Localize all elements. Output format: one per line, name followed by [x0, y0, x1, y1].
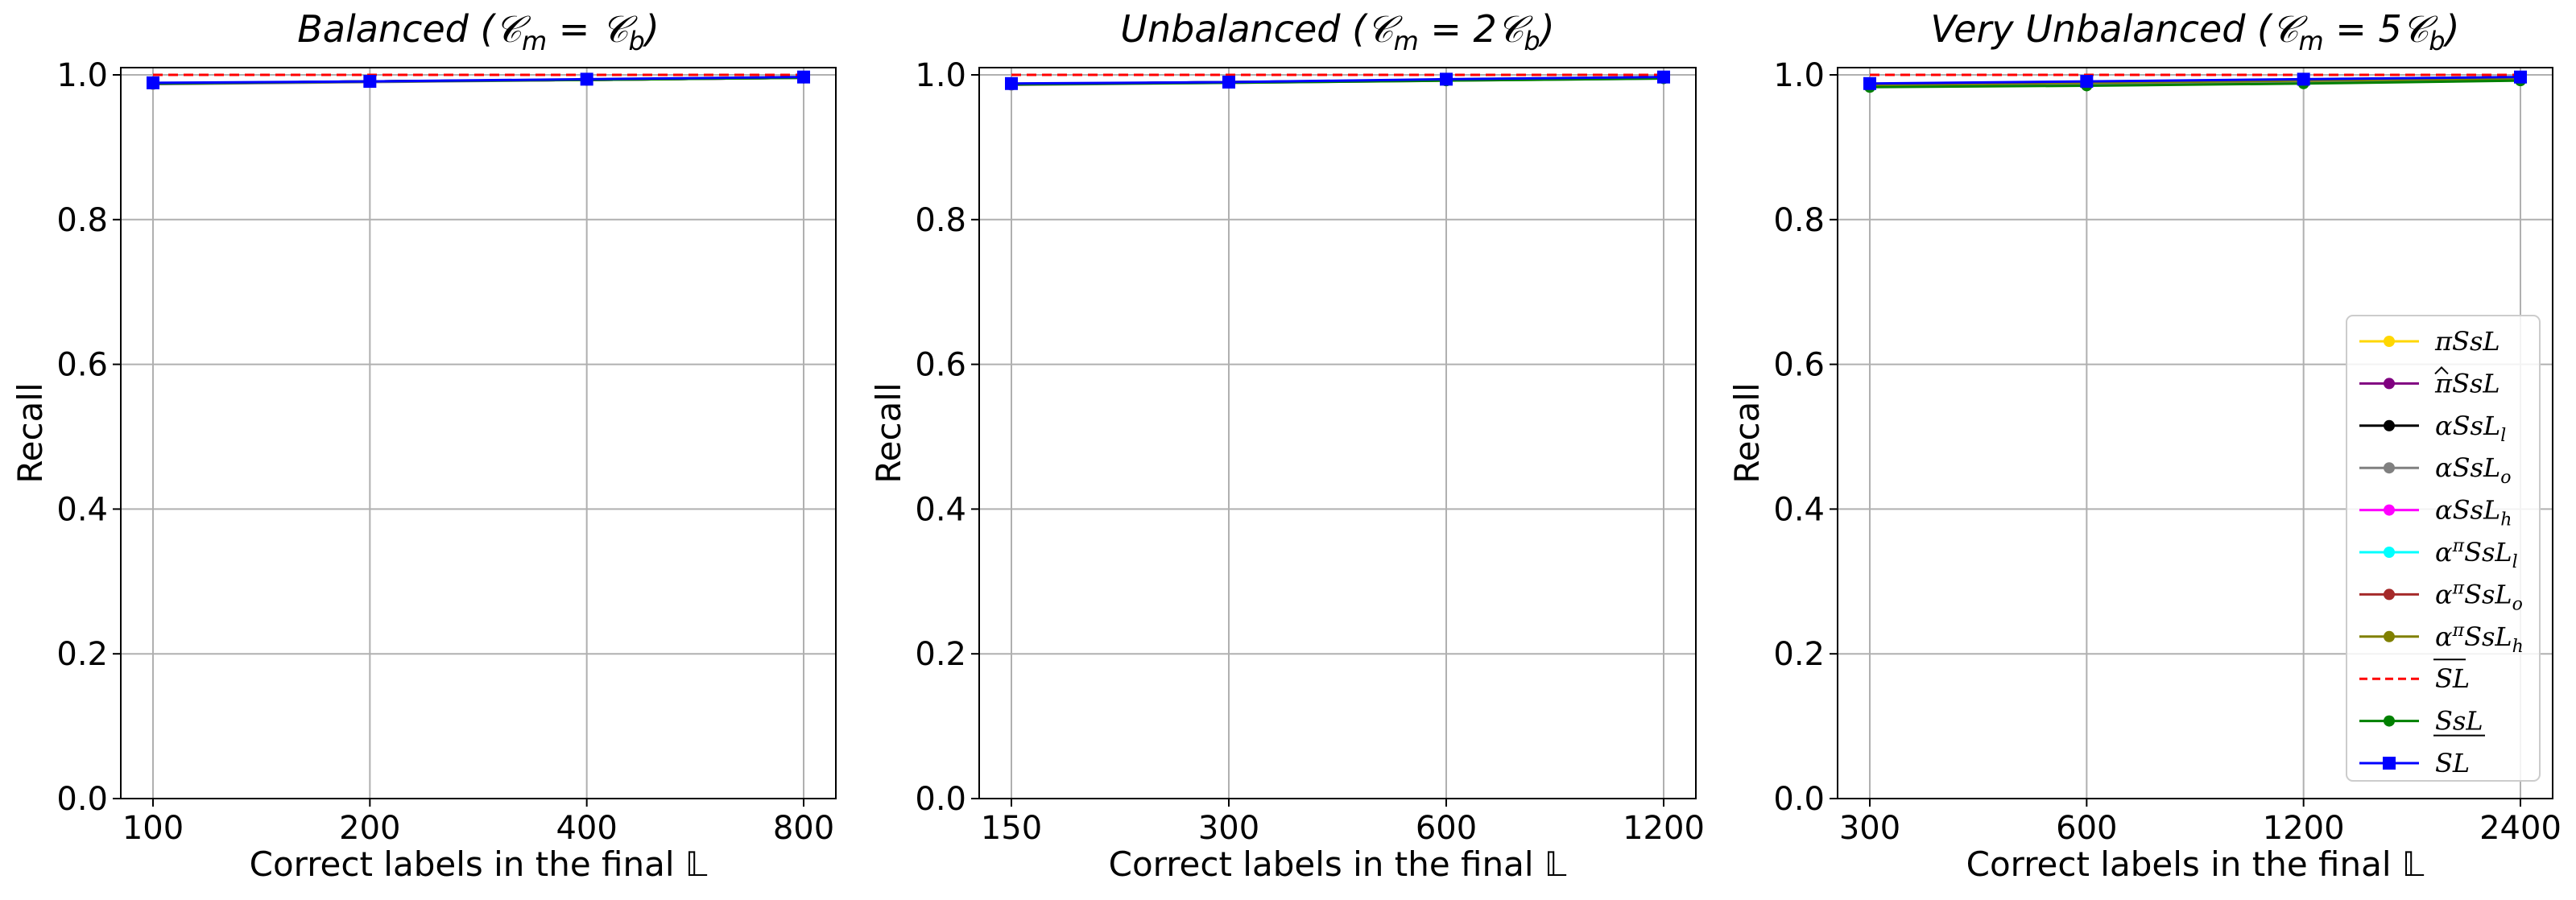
legend-label: αSsLh	[2435, 495, 2512, 531]
y-tick-label: 0.6	[1773, 347, 1825, 384]
x-tick-label: 150	[981, 810, 1042, 847]
series-line	[1011, 76, 1664, 85]
x-tick-label: 200	[339, 810, 400, 847]
y-tick-label: 1.0	[1773, 57, 1825, 94]
legend-swatch-marker	[2383, 757, 2396, 770]
chart-panel-2: 0.0 0.2 0.4 0.6 0.8 1.0 150 300 600 1200 Correct l…	[869, 7, 1705, 884]
series-line	[152, 76, 804, 85]
y-tick-label: 0.8	[915, 202, 966, 239]
data-point	[797, 70, 810, 84]
data-point	[1222, 75, 1235, 89]
y-tick-label: 0.0	[56, 781, 108, 818]
y-tick-label: 0.0	[1773, 781, 1825, 818]
chart-title: Very Unbalanced (𝒞m = 5𝒞b)	[1930, 7, 2459, 56]
chart-title: Balanced (𝒞m = 𝒞b)	[297, 7, 660, 56]
axes-frame	[120, 67, 837, 799]
legend-label: SL	[2435, 748, 2470, 778]
series-line	[1869, 79, 2521, 89]
x-tick-label: 800	[773, 810, 834, 847]
data-point	[2514, 70, 2527, 84]
y-tick-label: 0.4	[1773, 491, 1825, 528]
data-point	[2080, 75, 2094, 89]
legend-label: πSsL	[2434, 326, 2500, 357]
chart-panel-1: 0.0 0.2 0.4 0.6 0.8 1.0 100 200 400 800 Correct la…	[10, 7, 837, 884]
legend-swatch-marker	[2384, 588, 2395, 601]
x-tick-label: 600	[2056, 810, 2117, 847]
legend-swatch-marker	[2384, 336, 2395, 347]
legend-label: πSsL	[2434, 368, 2500, 398]
legend-swatch-marker	[2384, 630, 2395, 642]
x-axis-label: Correct labels in the final 𝕃	[1109, 844, 1567, 884]
legend-label: SL	[2435, 663, 2470, 694]
legend-label: αSsLo	[2435, 452, 2511, 488]
x-tick-label: 2400	[2479, 810, 2562, 847]
series-line	[1869, 76, 2521, 85]
axes-frame	[1837, 67, 2553, 799]
legend-swatch-marker	[2384, 715, 2395, 727]
data-point	[580, 72, 593, 86]
y-axis-label: Recall	[869, 382, 908, 483]
legend-box	[2346, 315, 2541, 782]
y-tick-label: 0.2	[915, 636, 966, 673]
series-line	[1869, 76, 2521, 87]
data-point	[1440, 72, 1453, 86]
data-point	[1863, 76, 1876, 90]
legend-label: απSsLo	[2435, 578, 2523, 614]
x-axis-label: Correct labels in the final 𝕃	[250, 844, 708, 884]
y-axis-label: Recall	[10, 382, 50, 483]
x-tick-label: 100	[122, 810, 184, 847]
y-tick-label: 0.6	[915, 347, 966, 384]
y-tick-label: 0.0	[915, 781, 966, 818]
axes-frame	[978, 67, 1697, 799]
legend-swatch-marker	[2384, 504, 2395, 516]
legend-label: αSsLl	[2435, 411, 2506, 446]
x-tick-label: 300	[1198, 810, 1259, 847]
data-point	[363, 75, 377, 89]
chart-panel-3: 0.0 0.2 0.4 0.6 0.8 1.0 300 600 1200 2400 Correct …	[1727, 7, 2562, 884]
y-tick-label: 0.2	[1773, 636, 1825, 673]
x-tick-label: 300	[1839, 810, 1900, 847]
legend: πSsL πSsL αSsLl αSsLo αSsLh απSsLl απSsLo απSsL…	[2346, 315, 2541, 782]
x-tick-label: 400	[556, 810, 617, 847]
legend-swatch-marker	[2384, 547, 2395, 558]
legend-label: απSsLh	[2435, 621, 2524, 657]
y-axis-label: Recall	[1727, 382, 1767, 483]
data-point	[2297, 72, 2310, 86]
chart-title: Unbalanced (𝒞m = 2𝒞b)	[1120, 7, 1554, 56]
legend-swatch-marker	[2384, 419, 2395, 431]
y-tick-label: 0.4	[56, 491, 108, 528]
y-tick-label: 1.0	[56, 57, 108, 94]
legend-label: SsL	[2435, 706, 2483, 737]
x-tick-label: 1200	[1623, 810, 1705, 847]
data-point	[147, 76, 159, 89]
x-tick-label: 600	[1416, 810, 1477, 847]
y-tick-label: 0.8	[56, 202, 108, 239]
y-tick-label: 0.8	[1773, 202, 1825, 239]
legend-swatch-marker	[2384, 378, 2395, 390]
legend-label: απSsLl	[2435, 536, 2518, 572]
data-point	[1657, 70, 1670, 84]
y-tick-label: 1.0	[915, 57, 966, 94]
y-tick-label: 0.2	[56, 636, 108, 673]
legend-swatch-marker	[2384, 462, 2395, 474]
hat-mark	[2434, 365, 2449, 375]
y-tick-label: 0.6	[56, 347, 108, 384]
data-point	[1005, 76, 1018, 90]
x-axis-label: Correct labels in the final 𝕃	[1966, 844, 2425, 884]
x-tick-label: 1200	[2263, 810, 2345, 847]
y-tick-label: 0.4	[915, 491, 966, 528]
